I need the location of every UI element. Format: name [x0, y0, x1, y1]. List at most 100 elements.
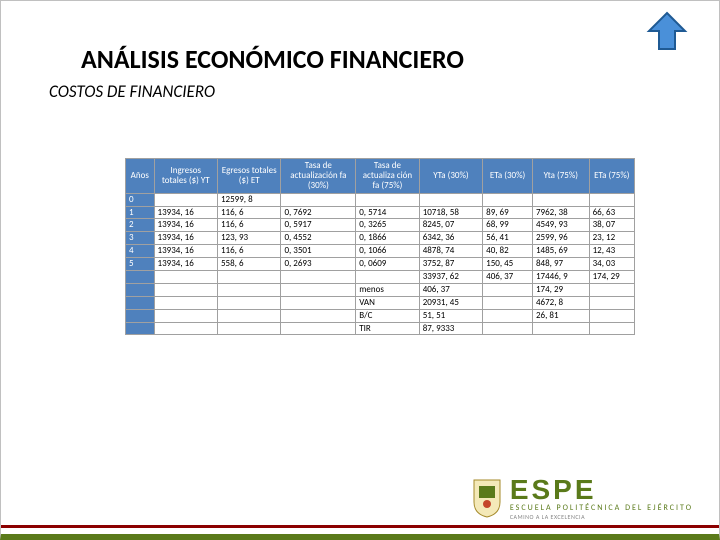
table-cell: 406, 37: [419, 283, 482, 296]
col-header: Años: [126, 159, 155, 194]
table-cell: 13934, 16: [154, 245, 217, 258]
table-cell: 5: [126, 258, 155, 271]
table-cell: 7962, 38: [532, 206, 589, 219]
table-cell: 0, 0609: [356, 258, 419, 271]
table-cell: 20931, 45: [419, 296, 482, 309]
table-cell: 116, 6: [218, 245, 281, 258]
table-cell: 123, 93: [218, 232, 281, 245]
col-header: Ingresos totales ($) YT: [154, 159, 217, 194]
table-cell: [154, 296, 217, 309]
table-cell: menos: [356, 283, 419, 296]
table-cell: 33937, 62: [419, 271, 482, 284]
table-cell: [281, 271, 356, 284]
up-arrow-icon[interactable]: [643, 9, 691, 62]
table-cell: [532, 322, 589, 335]
table-cell: [126, 296, 155, 309]
table-cell: 8245, 07: [419, 219, 482, 232]
shield-icon: [472, 478, 502, 518]
footer-accent-line: [1, 525, 719, 528]
table-row: TIR87, 9333: [126, 322, 635, 335]
col-header: YTa (30%): [419, 159, 482, 194]
table-cell: [218, 309, 281, 322]
table-cell: 174, 29: [589, 271, 634, 284]
table-cell: [218, 271, 281, 284]
col-header: ETa (75%): [589, 159, 634, 194]
table-cell: 0, 1866: [356, 232, 419, 245]
table-cell: 4: [126, 245, 155, 258]
table-cell: VAN: [356, 296, 419, 309]
table-cell: 23, 12: [589, 232, 634, 245]
col-header: Tasa de actualización fa (30%): [281, 159, 356, 194]
table-cell: 0, 7692: [281, 206, 356, 219]
table-cell: 13934, 16: [154, 258, 217, 271]
table-cell: [281, 309, 356, 322]
table-cell: 66, 63: [589, 206, 634, 219]
table-cell: 87, 9333: [419, 322, 482, 335]
table-cell: [356, 193, 419, 206]
table-cell: 0, 4552: [281, 232, 356, 245]
table-cell: 0, 2693: [281, 258, 356, 271]
table-cell: [483, 283, 533, 296]
table-cell: 558, 6: [218, 258, 281, 271]
table-row: 33937, 62406, 3717446, 9174, 29: [126, 271, 635, 284]
table-cell: [126, 283, 155, 296]
table-cell: [419, 193, 482, 206]
table-cell: 26, 81: [532, 309, 589, 322]
table-cell: [126, 271, 155, 284]
table-cell: 17446, 9: [532, 271, 589, 284]
financial-table-wrap: AñosIngresos totales ($) YTEgresos total…: [125, 158, 635, 335]
table-cell: 0, 3501: [281, 245, 356, 258]
table-cell: 34, 03: [589, 258, 634, 271]
page-subtitle: COSTOS DE FINANCIERO: [49, 81, 719, 102]
table-cell: 6342, 36: [419, 232, 482, 245]
table-row: 513934, 16558, 60, 26930, 06093752, 8715…: [126, 258, 635, 271]
table-cell: [589, 322, 634, 335]
table-cell: [483, 296, 533, 309]
table-cell: [281, 193, 356, 206]
col-header: Yta (75%): [532, 159, 589, 194]
table-row: 012599, 8: [126, 193, 635, 206]
table-cell: B/C: [356, 309, 419, 322]
table-cell: [589, 283, 634, 296]
table-row: 213934, 16116, 60, 59170, 32658245, 0768…: [126, 219, 635, 232]
table-row: 413934, 16116, 60, 35010, 10664878, 7440…: [126, 245, 635, 258]
table-cell: [218, 322, 281, 335]
table-cell: 0, 5714: [356, 206, 419, 219]
table-cell: 1485, 69: [532, 245, 589, 258]
table-cell: 116, 6: [218, 206, 281, 219]
table-cell: 150, 45: [483, 258, 533, 271]
table-cell: 38, 07: [589, 219, 634, 232]
logo-sub2: CAMINO A LA EXCELENCIA: [510, 514, 693, 520]
table-cell: [532, 193, 589, 206]
table-cell: 51, 51: [419, 309, 482, 322]
table-cell: 13934, 16: [154, 206, 217, 219]
table-cell: 56, 41: [483, 232, 533, 245]
table-cell: [126, 309, 155, 322]
table-cell: 3: [126, 232, 155, 245]
col-header: ETa (30%): [483, 159, 533, 194]
table-cell: 13934, 16: [154, 232, 217, 245]
table-cell: 0, 1066: [356, 245, 419, 258]
table-cell: [589, 193, 634, 206]
table-cell: 3752, 87: [419, 258, 482, 271]
table-cell: 174, 29: [532, 283, 589, 296]
table-cell: 848, 97: [532, 258, 589, 271]
table-cell: [281, 322, 356, 335]
table-cell: 12599, 8: [218, 193, 281, 206]
table-cell: 406, 37: [483, 271, 533, 284]
logo-sub1: ESCUELA POLITÉCNICA DEL EJÉRCITO: [510, 504, 693, 512]
table-cell: [126, 322, 155, 335]
table-cell: [154, 322, 217, 335]
table-cell: 89, 69: [483, 206, 533, 219]
table-cell: [589, 296, 634, 309]
table-cell: 4878, 74: [419, 245, 482, 258]
table-cell: 116, 6: [218, 219, 281, 232]
table-cell: 13934, 16: [154, 219, 217, 232]
table-cell: 40, 82: [483, 245, 533, 258]
table-cell: [483, 309, 533, 322]
table-cell: 4672, 8: [532, 296, 589, 309]
espe-logo: ESPE ESCUELA POLITÉCNICA DEL EJÉRCITO CA…: [472, 476, 693, 520]
table-cell: 1: [126, 206, 155, 219]
table-cell: [483, 193, 533, 206]
table-cell: TIR: [356, 322, 419, 335]
